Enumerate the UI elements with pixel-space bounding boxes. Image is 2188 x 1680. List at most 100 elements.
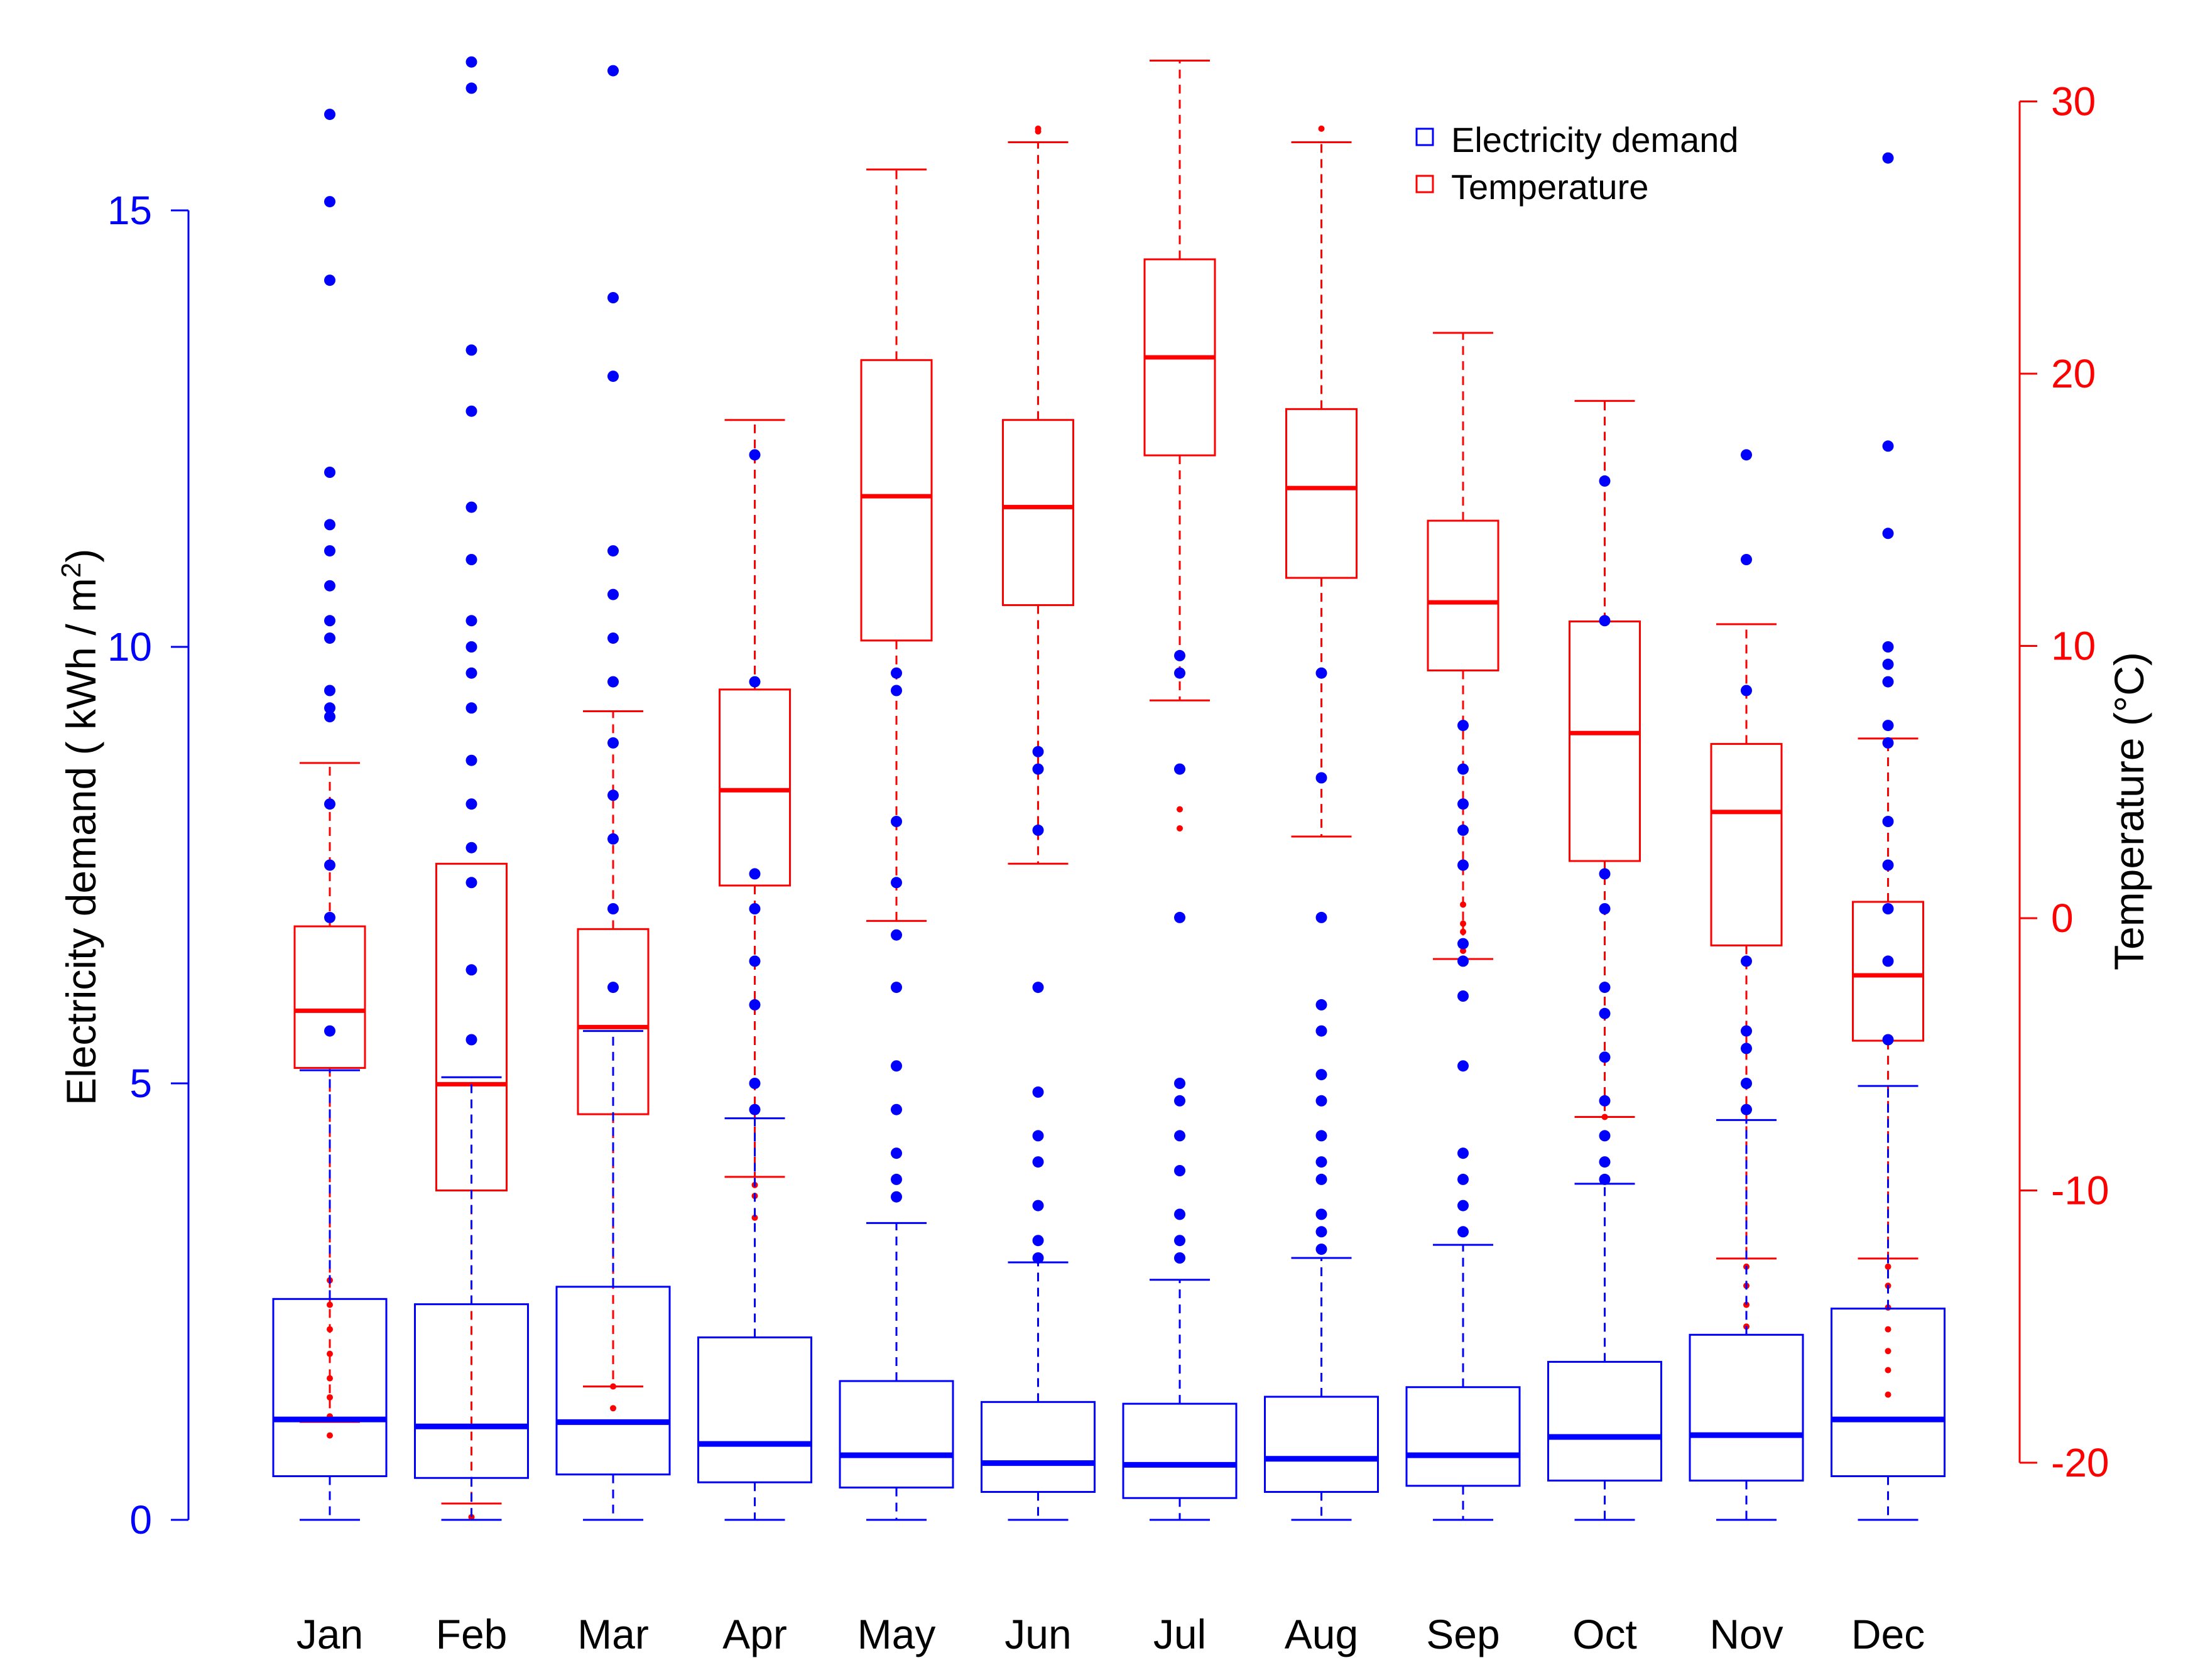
- x-tick-label-dec: Dec: [1851, 1611, 1925, 1657]
- elec-iqr-box: [697, 1336, 812, 1483]
- temp-iqr-box: [1427, 519, 1499, 672]
- elec-outlier: [1882, 955, 1894, 967]
- y-axis-label-right: Temperature (°C): [2106, 652, 2152, 970]
- x-axis-labels: Jan Feb Mar Apr May Jun Jul Aug Sep Oct Nov Dec: [297, 1611, 1925, 1657]
- elec-outlier: [1457, 1226, 1469, 1238]
- elec-outlier: [891, 685, 902, 696]
- temp-iqr-box: [1710, 743, 1783, 946]
- elec-outlier: [1174, 1252, 1185, 1264]
- elec-outlier: [1882, 816, 1894, 827]
- elec-outlier: [1599, 903, 1611, 914]
- elec-outlier: [1741, 1078, 1752, 1089]
- temp-iqr-box: [293, 925, 366, 1069]
- elec-outlier: [324, 911, 335, 923]
- elec-outlier: [1457, 1060, 1469, 1072]
- elec-outlier: [324, 685, 335, 696]
- elec-outlier: [607, 632, 619, 644]
- elec-outlier: [891, 816, 902, 827]
- temp-iqr-box: [1285, 408, 1358, 579]
- elec-outlier: [465, 56, 477, 68]
- elec-outlier: [891, 1173, 902, 1185]
- elec-outlier: [1032, 824, 1044, 836]
- temp-box-nov: [1710, 623, 1783, 1330]
- temp-box-oct: [1569, 399, 1641, 1120]
- elec-iqr-box: [272, 1298, 388, 1478]
- elec-outlier: [1457, 859, 1469, 871]
- elec-outlier: [1599, 1051, 1611, 1063]
- elec-box-nov: [1689, 449, 1804, 1521]
- elec-outlier: [465, 615, 477, 627]
- x-tick-label-jul: Jul: [1153, 1611, 1206, 1657]
- elec-outlier: [1315, 1244, 1327, 1255]
- elec-outlier: [324, 615, 335, 627]
- elec-outlier: [1882, 641, 1894, 653]
- elec-outlier: [891, 929, 902, 941]
- elec-iqr-box: [839, 1380, 954, 1489]
- elec-outlier: [749, 999, 761, 1011]
- temp-outlier: [1601, 1114, 1608, 1120]
- elec-outlier: [1174, 1235, 1185, 1247]
- elec-outlier: [1032, 1235, 1044, 1247]
- elec-outlier: [1741, 449, 1752, 461]
- elec-outlier: [324, 632, 335, 644]
- elec-outlier: [1174, 1208, 1185, 1220]
- elec-outlier: [1599, 1007, 1611, 1019]
- elec-outlier: [1741, 685, 1752, 696]
- elec-box-aug: [1264, 667, 1379, 1521]
- temp-outlier: [1035, 125, 1042, 132]
- temperature-series: [293, 59, 1924, 1520]
- elec-box-feb: [414, 56, 529, 1521]
- elec-outlier: [1315, 1130, 1327, 1142]
- elec-outlier: [1599, 1156, 1611, 1168]
- elec-outlier: [465, 667, 477, 679]
- elec-outlier: [465, 754, 477, 766]
- temp-outlier: [1177, 825, 1183, 832]
- legend-swatch-electricity: [1415, 127, 1434, 146]
- elec-outlier: [1315, 1173, 1327, 1185]
- elec-outlier: [1315, 1069, 1327, 1081]
- elec-box-mar: [555, 65, 671, 1521]
- elec-outlier: [465, 877, 477, 889]
- elec-outlier: [1599, 475, 1611, 487]
- elec-outlier: [324, 711, 335, 723]
- elec-outlier: [891, 982, 902, 994]
- elec-outlier: [324, 196, 335, 208]
- legend-label-electricity: Electricity demand: [1451, 120, 1739, 160]
- right-tick-label: -10: [2051, 1168, 2109, 1213]
- temp-outlier: [327, 1301, 333, 1308]
- right-tick-label: 20: [2051, 351, 2096, 396]
- elec-iqr-box: [414, 1303, 529, 1479]
- left-tick-label: 10: [107, 624, 152, 669]
- elec-outlier: [324, 798, 335, 810]
- right-axis: -20 -10 0 10 20 30: [2018, 79, 2109, 1485]
- elec-outlier: [324, 859, 335, 871]
- legend: Electricity demand Temperature: [1415, 120, 1739, 207]
- elec-outlier: [891, 877, 902, 889]
- elec-outlier: [1315, 1208, 1327, 1220]
- elec-outlier: [465, 1034, 477, 1046]
- elec-outlier: [1457, 763, 1469, 775]
- temp-outlier: [751, 1214, 758, 1221]
- x-tick-label-apr: Apr: [722, 1611, 787, 1657]
- temp-iqr-box: [1569, 620, 1641, 862]
- temp-outlier: [1885, 1326, 1891, 1333]
- elec-outlier: [1032, 982, 1044, 994]
- elec-outlier: [1315, 1095, 1327, 1107]
- temp-box-mar: [577, 710, 650, 1412]
- elec-outlier: [324, 467, 335, 478]
- elec-outlier: [465, 641, 477, 653]
- elec-outlier: [607, 545, 619, 557]
- elec-outlier: [607, 903, 619, 914]
- elec-outlier: [1174, 1165, 1185, 1176]
- elec-outlier: [465, 344, 477, 356]
- elec-outlier: [1599, 982, 1611, 994]
- elec-outlier: [1882, 1034, 1894, 1046]
- x-tick-label-feb: Feb: [436, 1611, 508, 1657]
- elec-outlier: [465, 405, 477, 417]
- temp-outlier: [1177, 806, 1183, 813]
- elec-box-dec: [1831, 152, 1946, 1521]
- y-axis-label-left: Electricity demand ( kWh / m2): [56, 549, 104, 1105]
- temp-iqr-box: [435, 862, 508, 1192]
- elec-outlier: [465, 554, 477, 565]
- temp-outlier: [327, 1394, 333, 1401]
